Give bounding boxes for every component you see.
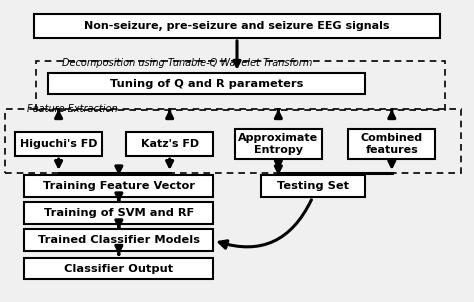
Text: Higuchi's FD: Higuchi's FD <box>20 139 97 149</box>
Text: Decomposition using Tunable-Q Wavelet Transform: Decomposition using Tunable-Q Wavelet Tr… <box>62 58 312 68</box>
Text: Classifier Output: Classifier Output <box>64 264 173 274</box>
FancyBboxPatch shape <box>24 175 213 197</box>
Text: Katz's FD: Katz's FD <box>141 139 199 149</box>
Text: Combined
features: Combined features <box>361 133 423 155</box>
Text: Feature Extraction: Feature Extraction <box>27 104 117 114</box>
FancyBboxPatch shape <box>24 229 213 251</box>
FancyArrowPatch shape <box>219 200 311 248</box>
Text: Non-seizure, pre-seizure and seizure EEG signals: Non-seizure, pre-seizure and seizure EEG… <box>84 21 390 31</box>
FancyBboxPatch shape <box>34 14 440 38</box>
FancyBboxPatch shape <box>261 175 365 197</box>
FancyBboxPatch shape <box>126 132 213 156</box>
Text: Approximate
Entropy: Approximate Entropy <box>238 133 319 155</box>
Text: Training Feature Vector: Training Feature Vector <box>43 181 195 191</box>
FancyBboxPatch shape <box>24 258 213 279</box>
FancyBboxPatch shape <box>348 129 436 159</box>
FancyBboxPatch shape <box>15 132 102 156</box>
FancyBboxPatch shape <box>24 202 213 224</box>
FancyBboxPatch shape <box>235 129 322 159</box>
Text: Testing Set: Testing Set <box>277 181 348 191</box>
Text: Tuning of Q and R parameters: Tuning of Q and R parameters <box>109 79 303 88</box>
Text: Trained Classifier Models: Trained Classifier Models <box>38 235 200 245</box>
Text: Training of SVM and RF: Training of SVM and RF <box>44 208 194 218</box>
FancyBboxPatch shape <box>48 73 365 95</box>
